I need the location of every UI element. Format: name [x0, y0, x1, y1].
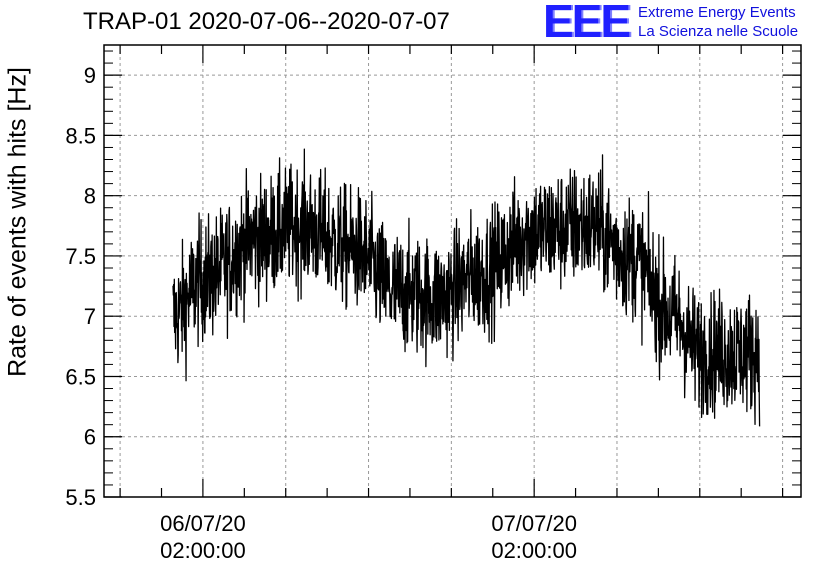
eee-logo-mark: EEE	[543, 0, 631, 47]
x-tick-label-time: 02:00:00	[160, 538, 246, 563]
logo-line-1: Extreme Energy Events	[638, 4, 796, 21]
series-layer	[172, 148, 761, 427]
x-tick-label-date: 07/07/20	[491, 511, 577, 536]
axis-ticks	[104, 45, 801, 498]
y-tick-label: 8.5	[65, 123, 96, 148]
y-tick-labels: 5.5 6 6.5 7 7.5 8 8.5 9	[65, 63, 96, 510]
y-tick-label: 6	[84, 425, 96, 450]
y-tick-label: 7.5	[65, 244, 96, 269]
y-axis-label: Rate of events with hits [Hz]	[3, 67, 32, 377]
chart-title: TRAP-01 2020-07-06--2020-07-07	[83, 8, 450, 35]
series-line	[172, 148, 761, 427]
y-tick-label: 7	[84, 304, 96, 329]
x-tick-label-date: 06/07/20	[160, 511, 246, 536]
logo-line-2: La Scienza nelle Scuole	[638, 23, 799, 40]
y-tick-label: 6.5	[65, 364, 96, 389]
plot-frame	[103, 44, 802, 498]
x-tick-label-time: 02:00:00	[491, 538, 577, 563]
y-tick-label: 9	[84, 63, 96, 88]
y-tick-label: 5.5	[65, 485, 96, 510]
y-tick-label: 8	[84, 184, 96, 209]
